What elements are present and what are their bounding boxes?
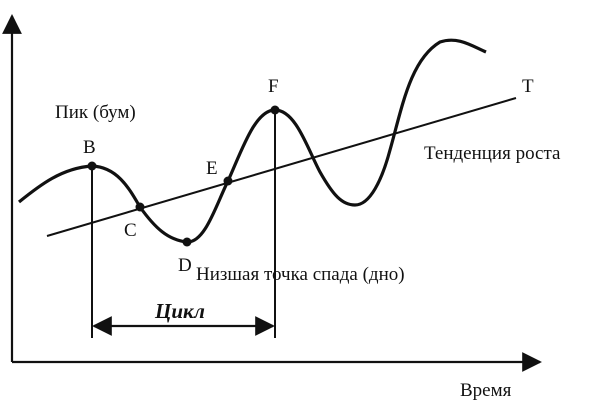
point-e-dot (223, 176, 233, 186)
point-d-dot (182, 237, 192, 247)
point-e-label: E (206, 158, 218, 179)
point-c-dot (135, 202, 145, 212)
trend-label: Тенденция роста (424, 143, 561, 164)
point-f-dot (270, 105, 280, 115)
point-d-label: D (178, 255, 192, 276)
point-f-label: F (268, 76, 279, 97)
cycle-label: Цикл (154, 299, 205, 323)
peak-label: Пик (бум) (55, 102, 136, 123)
point-b-dot (87, 161, 97, 171)
trend-line (46, 97, 517, 237)
trough-label: Низшая точка спада (дно) (196, 264, 405, 285)
point-c-label: C (124, 220, 137, 241)
point-b-label: B (83, 137, 96, 158)
point-t-label: T (522, 76, 534, 97)
time-axis-label: Время (460, 380, 512, 401)
